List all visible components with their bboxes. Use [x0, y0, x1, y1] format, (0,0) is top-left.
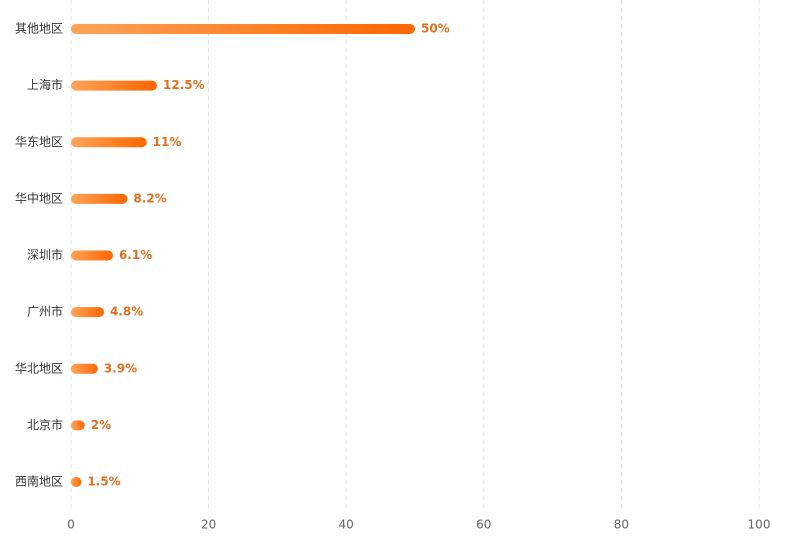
bar	[71, 477, 82, 487]
bar	[71, 80, 157, 91]
x-tick-label: 80	[614, 518, 629, 532]
y-tick-label: 其他地区	[15, 22, 63, 36]
value-label: 8.2%	[133, 191, 166, 205]
y-tick-label: 华东地区	[15, 135, 63, 149]
y-tick-label: 深圳市	[27, 247, 63, 262]
value-label: 2%	[91, 418, 111, 432]
y-tick-label: 上海市	[27, 77, 63, 92]
x-tick-label: 100	[748, 518, 771, 532]
value-label: 4.8%	[110, 305, 143, 319]
bar	[71, 420, 85, 431]
value-label: 6.1%	[119, 248, 152, 262]
y-tick-label: 华中地区	[15, 190, 63, 205]
x-tick-label: 40	[339, 518, 354, 532]
x-tick-label: 60	[476, 518, 491, 532]
y-tick-label: 西南地区	[15, 474, 63, 489]
x-tick-label: 0	[67, 518, 75, 532]
y-tick-label: 北京市	[27, 417, 63, 432]
bar	[71, 137, 147, 148]
bar	[71, 250, 113, 261]
value-label: 11%	[153, 135, 182, 149]
bar	[71, 193, 128, 204]
x-tick-label: 20	[201, 518, 216, 532]
bar	[71, 307, 105, 318]
value-label: 1.5%	[87, 475, 120, 489]
value-label: 3.9%	[104, 361, 137, 375]
value-label: 12.5%	[163, 78, 205, 92]
bar	[71, 363, 98, 374]
value-label: 50%	[421, 22, 450, 36]
y-tick-label: 广州市	[27, 304, 63, 319]
y-tick-label: 华北地区	[15, 361, 63, 375]
bar	[71, 24, 415, 34]
